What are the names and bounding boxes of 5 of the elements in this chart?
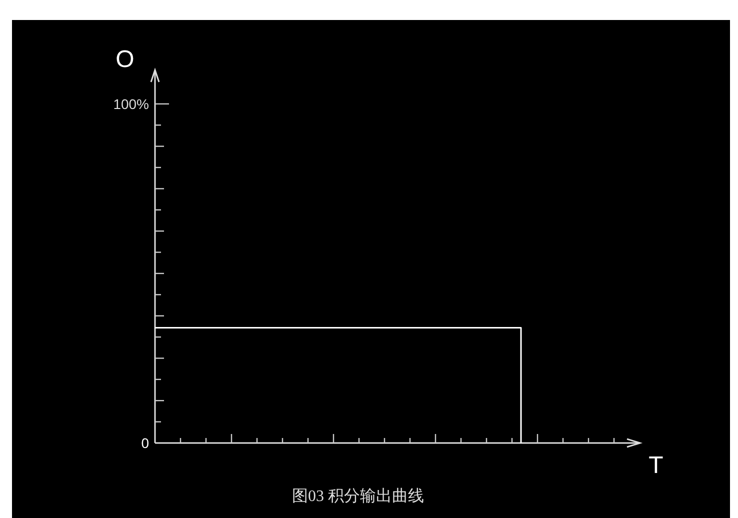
text: 图03 积分输出曲线 bbox=[292, 487, 424, 505]
x-axis-title: T bbox=[648, 452, 664, 479]
y-tick-label: 100% bbox=[113, 96, 149, 112]
y-tick-label: 0 bbox=[141, 435, 150, 451]
y-axis-title: O bbox=[116, 46, 134, 73]
